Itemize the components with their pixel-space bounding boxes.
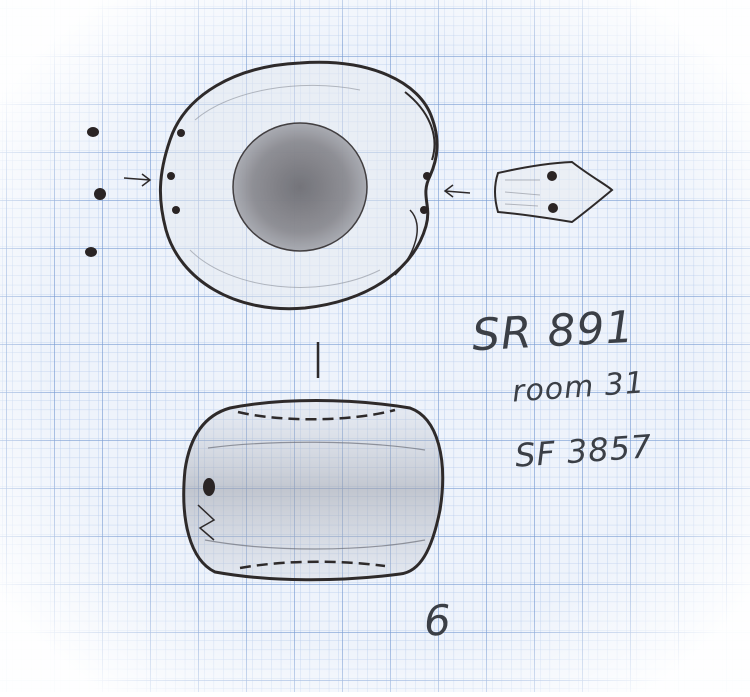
- arrow-right: [443, 184, 471, 198]
- bead-side-view: [182, 399, 445, 582]
- fragment-detail: [494, 160, 614, 224]
- arrow-left: [123, 173, 152, 187]
- bead-top-view: [158, 60, 439, 311]
- object-number-label: 6: [423, 595, 453, 646]
- context-number-label: SR 891: [470, 301, 636, 362]
- perforation-dots: [85, 127, 106, 257]
